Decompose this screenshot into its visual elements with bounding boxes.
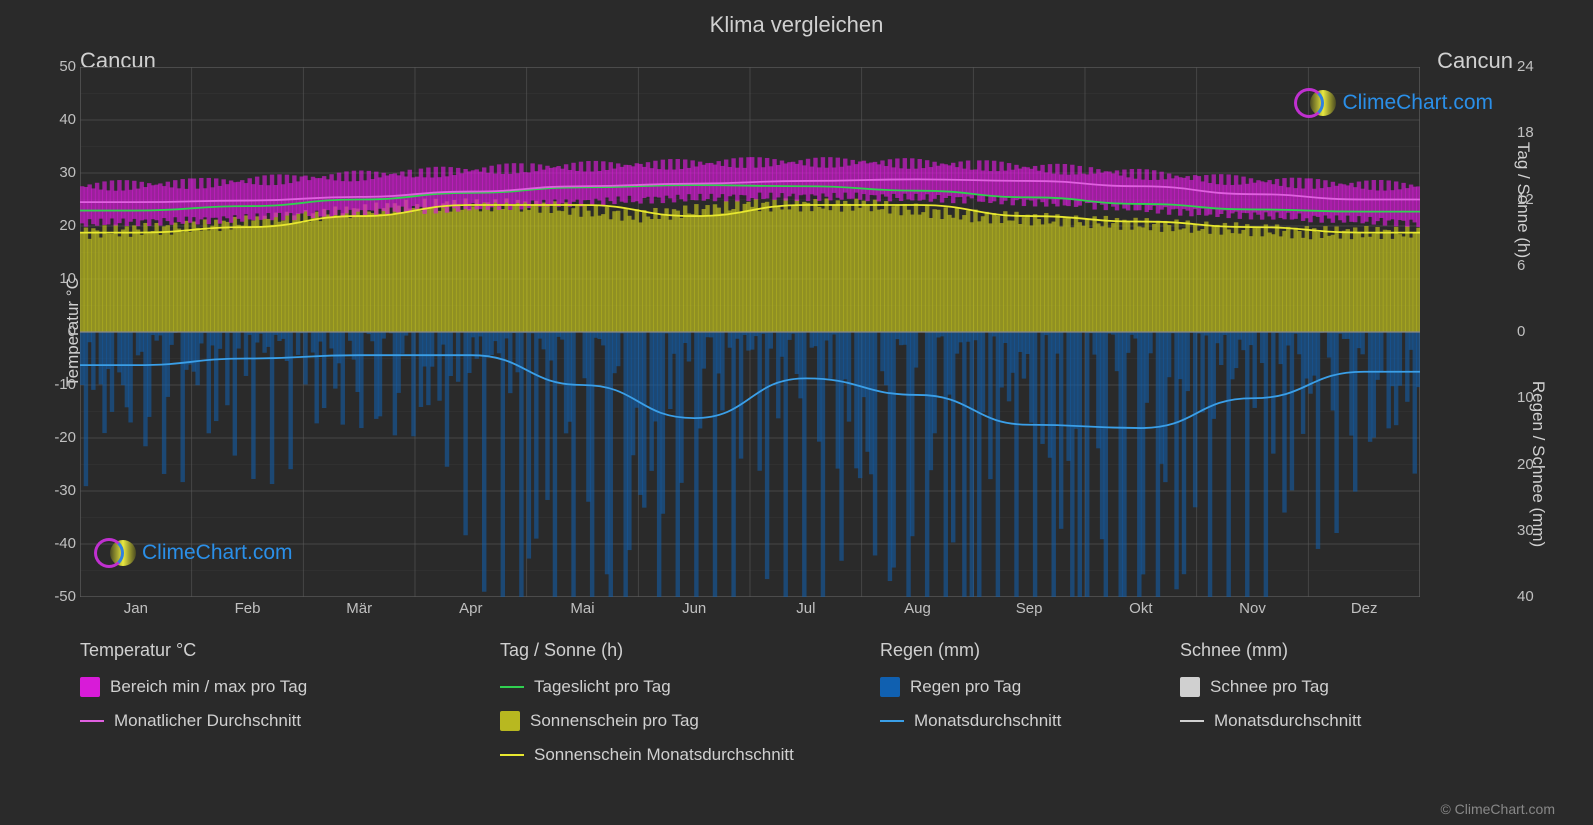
y-left-tick: -50 <box>42 588 76 605</box>
legend-item: Monatsdurchschnitt <box>880 711 1180 731</box>
legend-group-title: Temperatur °C <box>80 640 500 661</box>
legend-item-label: Monatsdurchschnitt <box>1214 711 1361 731</box>
legend-item-label: Regen pro Tag <box>910 677 1021 697</box>
x-ticks: Jan Feb Mär Apr Mai Jun Jul Aug Sep Okt Nov Dez <box>80 600 1420 624</box>
legend-item: Regen pro Tag <box>880 677 1180 697</box>
legend-item-label: Monatsdurchschnitt <box>914 711 1061 731</box>
legend-item: Schnee pro Tag <box>1180 677 1460 697</box>
watermark-text: ClimeChart.com <box>1342 91 1493 115</box>
y-right-tick: 18 <box>1517 124 1551 141</box>
climate-plot <box>80 67 1420 597</box>
legend-group: Regen (mm) Regen pro Tag Monatsdurchschnit… <box>880 640 1180 765</box>
legend-line-icon <box>500 754 524 756</box>
y-right-ticks: 2418126010203040 <box>1517 67 1551 597</box>
x-tick: Jun <box>682 600 706 617</box>
y-left-tick: 10 <box>42 270 76 287</box>
legend-group: Schnee (mm) Schnee pro Tag Monatsdurchschn… <box>1180 640 1460 765</box>
y-left-tick: 30 <box>42 164 76 181</box>
legend-group: Tag / Sonne (h) Tageslicht pro Tag Sonnens… <box>500 640 880 765</box>
y-right-tick: 0 <box>1517 323 1551 340</box>
legend-item: Monatlicher Durchschnitt <box>80 711 500 731</box>
x-tick: Feb <box>235 600 261 617</box>
legend-item: Sonnenschein pro Tag <box>500 711 880 731</box>
x-tick: Mai <box>570 600 594 617</box>
y-right-tick: 10 <box>1517 389 1551 406</box>
legend-swatch-icon <box>500 711 520 731</box>
location-label-right: Cancun <box>1437 48 1513 74</box>
logo-c-icon <box>94 538 124 568</box>
y-left-tick: 0 <box>42 323 76 340</box>
legend-group-title: Regen (mm) <box>880 640 1180 661</box>
chart-title: Klima vergleichen <box>0 12 1593 38</box>
x-tick: Nov <box>1239 600 1266 617</box>
x-tick: Okt <box>1129 600 1152 617</box>
legend-item-label: Bereich min / max pro Tag <box>110 677 307 697</box>
legend-swatch-icon <box>1180 677 1200 697</box>
x-tick: Apr <box>459 600 482 617</box>
legend-item-label: Monatlicher Durchschnitt <box>114 711 301 731</box>
x-tick: Mär <box>346 600 372 617</box>
legend-item-label: Sonnenschein Monatsdurchschnitt <box>534 745 794 765</box>
y-left-tick: -20 <box>42 429 76 446</box>
y-left-tick: -10 <box>42 376 76 393</box>
legend-item: Sonnenschein Monatsdurchschnitt <box>500 745 880 765</box>
y-left-tick: -30 <box>42 482 76 499</box>
x-tick: Sep <box>1016 600 1043 617</box>
legend-item-label: Sonnenschein pro Tag <box>530 711 699 731</box>
y-left-tick: 40 <box>42 111 76 128</box>
y-left-tick: 50 <box>42 58 76 75</box>
legend-swatch-icon <box>880 677 900 697</box>
x-tick: Aug <box>904 600 931 617</box>
y-right-tick: 12 <box>1517 191 1551 208</box>
y-right-tick: 20 <box>1517 456 1551 473</box>
legend-group-title: Schnee (mm) <box>1180 640 1460 661</box>
legend: Temperatur °C Bereich min / max pro Tag Mo… <box>80 640 1520 765</box>
y-left-ticks: 50403020100-10-20-30-40-50 <box>42 67 76 597</box>
legend-item: Monatsdurchschnitt <box>1180 711 1460 731</box>
watermark-top: ClimeChart.com <box>1294 88 1493 118</box>
legend-item: Bereich min / max pro Tag <box>80 677 500 697</box>
legend-item-label: Schnee pro Tag <box>1210 677 1329 697</box>
watermark-bottom: ClimeChart.com <box>94 538 293 568</box>
y-right-tick: 24 <box>1517 58 1551 75</box>
watermark-text: ClimeChart.com <box>142 541 293 565</box>
y-left-tick: 20 <box>42 217 76 234</box>
legend-item: Tageslicht pro Tag <box>500 677 880 697</box>
y-right-tick: 6 <box>1517 257 1551 274</box>
legend-group-title: Tag / Sonne (h) <box>500 640 880 661</box>
legend-line-icon <box>80 720 104 722</box>
y-right-tick: 30 <box>1517 522 1551 539</box>
legend-line-icon <box>500 686 524 688</box>
legend-line-icon <box>880 720 904 722</box>
y-right-tick: 40 <box>1517 588 1551 605</box>
legend-item-label: Tageslicht pro Tag <box>534 677 671 697</box>
y-left-tick: -40 <box>42 535 76 552</box>
x-tick: Dez <box>1351 600 1378 617</box>
copyright-text: © ClimeChart.com <box>1440 801 1555 817</box>
x-tick: Jul <box>796 600 815 617</box>
legend-line-icon <box>1180 720 1204 722</box>
legend-swatch-icon <box>80 677 100 697</box>
legend-group: Temperatur °C Bereich min / max pro Tag Mo… <box>80 640 500 765</box>
x-tick: Jan <box>124 600 148 617</box>
